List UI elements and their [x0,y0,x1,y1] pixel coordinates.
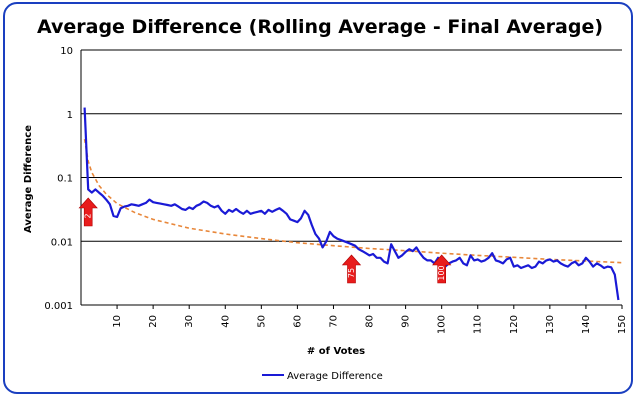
arrow-label: 2 [84,213,93,218]
x-tick-label: 90 [401,315,412,328]
arrow-shape [78,197,98,227]
x-tick-label: 40 [220,315,231,328]
x-tick-label: 80 [365,315,376,328]
legend-label: Average Difference [287,371,383,382]
x-tick-label: 110 [473,315,484,334]
x-tick-label: 60 [292,315,303,328]
legend: Average Difference [262,371,383,382]
arrow-annotations: 2 75 100 [78,197,452,284]
y-tick-label: 10 [60,46,73,57]
trendline [83,138,623,264]
x-tick-label: 150 [617,315,628,334]
grid [80,49,623,309]
arrow-label: 75 [347,268,356,278]
series-layer [83,107,620,301]
x-axis-label: # of Votes [307,346,365,357]
x-tick-label: 30 [184,315,195,328]
chart-frame [3,2,633,394]
y-tick-label: 0.001 [44,301,73,312]
x-tick-label: 130 [545,315,556,334]
y-axis-label: Average Difference [23,125,34,233]
arrow-annotation: 75 [341,254,362,284]
arrow-annotation: 100 [432,254,452,284]
y-tick-label: 0.1 [57,174,73,185]
arrow-shape [432,254,452,284]
x-tick-label: 100 [437,315,448,334]
x-tick-label: 10 [112,315,123,328]
x-tick-label: 120 [509,315,520,334]
x-tick-label: 20 [148,315,159,328]
x-tick-label: 50 [256,315,267,328]
arrow-label: 100 [437,265,446,280]
series-line-average-difference [83,107,620,301]
y-tick-label: 0.01 [51,237,73,248]
x-tick-label: 70 [328,315,339,328]
chart-title: Average Difference (Rolling Average - Fi… [37,16,603,38]
trendline-path [83,138,623,264]
arrow-shape [341,254,362,284]
x-tick-label: 140 [581,315,592,334]
arrow-annotation: 2 [78,197,98,227]
y-tick-label: 1 [67,110,73,121]
